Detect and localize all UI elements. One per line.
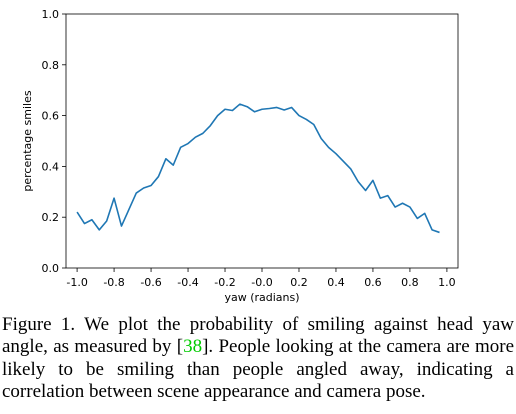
figure-caption: Figure 1. We plot the probability of smi… — [2, 314, 514, 404]
x-tick-label: 0.2 — [290, 276, 308, 289]
y-tick-label: 0.2 — [42, 211, 60, 224]
x-tick-label: -0.2 — [214, 276, 235, 289]
x-tick-label: 0.4 — [327, 276, 345, 289]
y-tick-label: 0.6 — [42, 110, 60, 123]
x-tick-label: -0.6 — [140, 276, 161, 289]
plot-frame — [65, 13, 459, 269]
x-axis-title: yaw (radians) — [224, 291, 299, 304]
caption-text-prefix: Figure 1. We plot the probability of smi… — [2, 314, 514, 358]
figure-chart: -1.0 -0.8 -0.6 -0.4 -0.2 -0.0 0.2 0.4 0.6 0.8 1.0 0… — [21, 8, 459, 304]
x-tick-label: -0.8 — [103, 276, 124, 289]
x-tick-label: 0.6 — [364, 276, 382, 289]
y-tick-label: 1.0 — [42, 8, 60, 21]
y-tick-label: 0.4 — [42, 160, 60, 173]
series-line — [76, 103, 440, 234]
line-chart: -1.0 -0.8 -0.6 -0.4 -0.2 -0.0 0.2 0.4 0.6 0.8 1.0 0… — [21, 8, 459, 304]
y-tick-label: 0.8 — [42, 59, 60, 72]
x-tick-label: 1.0 — [438, 276, 456, 289]
x-tick-label: -0.4 — [177, 276, 198, 289]
citation-link[interactable]: 38 — [183, 336, 203, 358]
y-axis-title: percentage smiles — [21, 90, 34, 191]
x-tick-label: -1.0 — [66, 276, 87, 289]
x-tick-label: -0.0 — [251, 276, 272, 289]
x-tick-label: 0.8 — [401, 276, 419, 289]
caption-text-suffix: ]. People looking at the camera are more… — [2, 336, 515, 403]
y-tick-label: 0.0 — [42, 262, 60, 275]
